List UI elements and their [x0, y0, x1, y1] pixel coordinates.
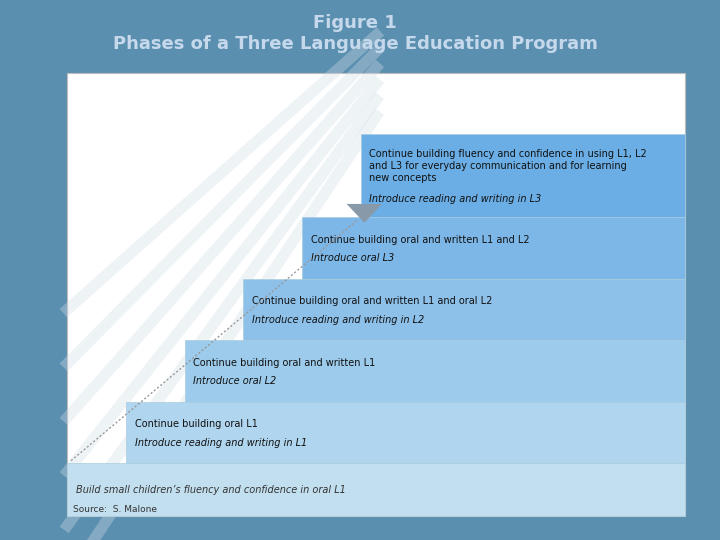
Bar [361, 134, 685, 218]
Text: Introduce reading and writing in L2: Introduce reading and writing in L2 [252, 314, 424, 325]
Bar [302, 218, 685, 279]
Text: Continue building oral and written L1: Continue building oral and written L1 [193, 357, 376, 368]
Bar [68, 463, 685, 516]
Text: Figure 1: Figure 1 [313, 14, 397, 31]
Text: Continue building oral L1: Continue building oral L1 [135, 419, 258, 429]
Bar [185, 340, 685, 402]
Polygon shape [346, 204, 382, 223]
Text: Introduce reading and writing in L3: Introduce reading and writing in L3 [369, 194, 541, 204]
Text: Introduce oral L3: Introduce oral L3 [310, 253, 394, 263]
Text: Build small children’s fluency and confidence in oral L1: Build small children’s fluency and confi… [76, 484, 346, 495]
Text: Introduce oral L2: Introduce oral L2 [193, 376, 276, 386]
Text: Continue building fluency and confidence in using L1, L2
and L3 for everyday com: Continue building fluency and confidence… [369, 148, 647, 184]
Bar [68, 73, 685, 516]
Bar [243, 279, 685, 340]
Text: Source:  S. Malone: Source: S. Malone [73, 504, 157, 514]
Text: Introduce reading and writing in L1: Introduce reading and writing in L1 [135, 437, 307, 448]
Text: Continue building oral and written L1 and oral L2: Continue building oral and written L1 an… [252, 296, 492, 306]
Bar [126, 402, 685, 463]
Text: Phases of a Three Language Education Program: Phases of a Three Language Education Pro… [112, 35, 598, 53]
Text: Continue building oral and written L1 and L2: Continue building oral and written L1 an… [310, 234, 529, 245]
